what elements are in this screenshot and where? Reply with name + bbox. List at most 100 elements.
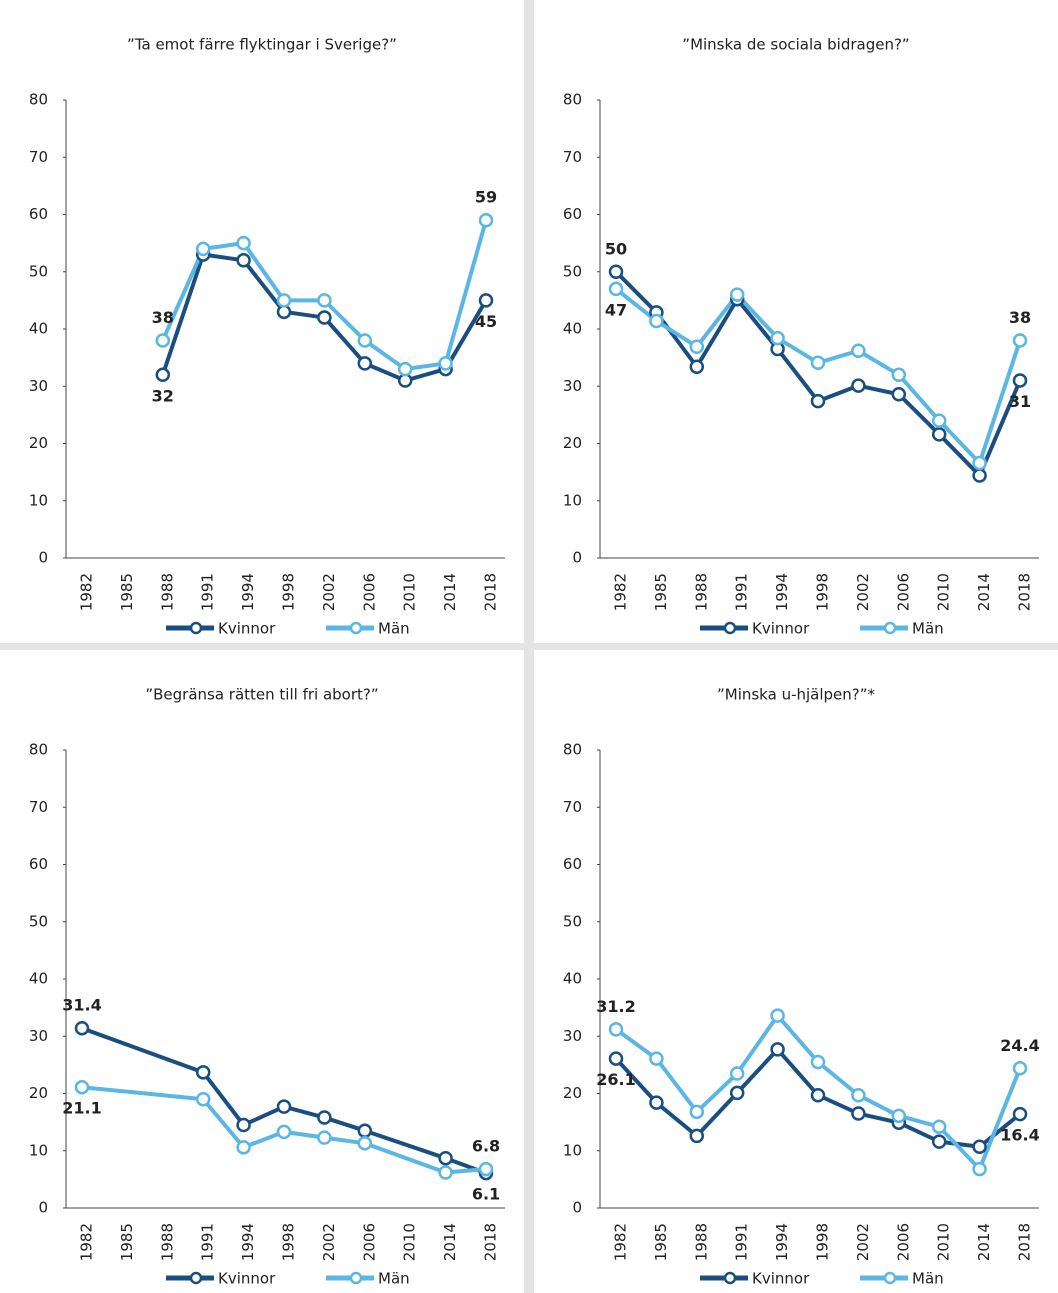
- marker: [972, 1139, 987, 1154]
- y-tick-label: 40: [29, 970, 48, 988]
- x-tick-label: 2010: [935, 1223, 953, 1261]
- legend-marker: [349, 1271, 363, 1285]
- legend-marker: [189, 621, 203, 635]
- marker: [478, 212, 494, 228]
- chart-title: ”Ta emot färre flyktingar i Sverige?”: [127, 36, 397, 54]
- y-tick-label: 20: [29, 1084, 48, 1102]
- x-tick-label: 2018: [1016, 573, 1034, 611]
- y-tick-label: 30: [563, 377, 582, 395]
- legend-label: Män: [912, 620, 944, 638]
- y-tick-label: 70: [563, 798, 582, 816]
- x-tick-label: 2014: [441, 573, 459, 611]
- marker: [478, 1161, 494, 1177]
- x-tick-label: 2018: [482, 573, 500, 611]
- marker: [276, 1099, 292, 1114]
- series-line: [614, 270, 1022, 478]
- y-tick-label: 60: [29, 855, 48, 873]
- x-tick-label: 2010: [401, 1223, 419, 1261]
- data-label: 38: [152, 308, 174, 327]
- marker: [478, 293, 494, 308]
- y-tick-label: 80: [29, 741, 48, 759]
- chart: ”Ta emot färre flyktingar i Sverige?” 0 10…: [0, 0, 524, 643]
- y-tick-label: 30: [29, 377, 48, 395]
- series-line-gap: [364, 1128, 447, 1161]
- y-tick-label: 10: [29, 491, 48, 509]
- marker: [972, 1161, 987, 1177]
- marker: [649, 1051, 664, 1066]
- marker: [931, 413, 947, 428]
- data-label: 21.1: [62, 1099, 101, 1118]
- marker: [729, 1085, 745, 1101]
- marker: [689, 359, 705, 375]
- x-tick-label: 1998: [280, 573, 298, 611]
- chart-title: ”Minska de sociala bidragen?”: [682, 36, 909, 54]
- marker: [608, 281, 624, 297]
- marker: [608, 264, 624, 279]
- y-tick-label: 10: [563, 1141, 582, 1159]
- x-tick-label: 2002: [854, 1223, 872, 1261]
- data-label: 31.4: [62, 996, 101, 1015]
- marker: [317, 293, 332, 308]
- chart: ”Begränsa rätten till fri abort?” 0 10 20 30…: [0, 650, 524, 1293]
- series-line: [614, 287, 1022, 465]
- marker: [931, 427, 947, 442]
- x-tick-label: 2010: [935, 573, 953, 611]
- x-tick-label: 1991: [733, 573, 751, 611]
- marker: [810, 1054, 826, 1070]
- marker: [357, 1123, 373, 1138]
- y-tick-label: 70: [563, 148, 582, 166]
- x-tick-label: 2006: [894, 573, 912, 611]
- x-tick-label: 1985: [652, 573, 670, 611]
- x-tick-label: 1982: [78, 1223, 96, 1261]
- data-label: 6.1: [472, 1185, 500, 1204]
- marker: [236, 253, 251, 268]
- marker: [438, 1150, 453, 1166]
- x-tick-label: 1998: [280, 1223, 298, 1261]
- chart-title: ”Minska u-hjälpen?”*: [717, 686, 876, 704]
- y-tick-label: 0: [572, 549, 582, 567]
- x-tick-label: 1985: [118, 1223, 136, 1261]
- y-tick-label: 20: [29, 434, 48, 452]
- data-label: 59: [475, 188, 497, 207]
- y-tick-label: 40: [563, 320, 582, 338]
- y-tick-label: 50: [563, 912, 582, 930]
- data-label: 26.1: [596, 1070, 635, 1089]
- marker: [810, 393, 826, 409]
- marker: [810, 355, 826, 371]
- marker: [689, 1128, 705, 1144]
- x-tick-label: 2002: [320, 573, 338, 611]
- marker: [770, 1042, 785, 1057]
- y-tick-label: 40: [563, 970, 582, 988]
- x-tick-label: 1982: [612, 1223, 630, 1261]
- y-tick-label: 80: [563, 741, 582, 759]
- x-tick-label: 1982: [612, 573, 630, 611]
- data-label: 32: [152, 386, 174, 405]
- legend-label: Män: [378, 1270, 410, 1288]
- marker: [276, 1124, 292, 1140]
- y-tick-label: 40: [29, 320, 48, 338]
- data-label: 16.4: [1000, 1126, 1039, 1145]
- marker: [851, 378, 866, 393]
- marker: [649, 313, 664, 329]
- marker: [931, 1119, 947, 1134]
- marker: [195, 241, 211, 257]
- marker: [1012, 333, 1028, 348]
- x-tick-label: 1988: [158, 573, 176, 611]
- marker: [236, 1140, 251, 1155]
- x-tick-label: 1998: [814, 573, 832, 611]
- x-tick-label: 2002: [320, 1223, 338, 1261]
- legend-label: Kvinnor: [752, 620, 810, 638]
- marker: [729, 287, 745, 302]
- x-tick-label: 2006: [360, 573, 378, 611]
- marker: [357, 1136, 373, 1151]
- y-tick-label: 70: [29, 798, 48, 816]
- x-tick-label: 2006: [894, 1223, 912, 1261]
- chart-title: ”Begränsa rätten till fri abort?”: [145, 686, 378, 704]
- x-tick-label: 1988: [158, 1223, 176, 1261]
- x-tick-label: 2006: [360, 1223, 378, 1261]
- legend-marker: [883, 1271, 897, 1285]
- legend-label: Män: [912, 1270, 944, 1288]
- legend-marker: [723, 1271, 737, 1285]
- marker: [317, 310, 332, 325]
